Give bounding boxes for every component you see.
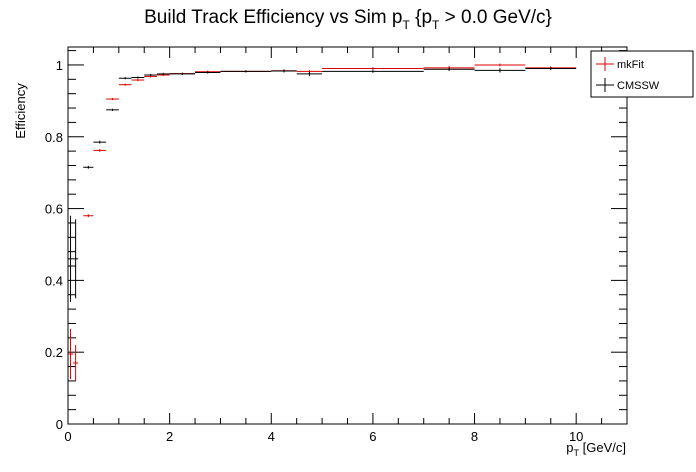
data-point — [156, 72, 170, 76]
y-tick-label: 1 — [56, 58, 63, 73]
series-mkfit — [68, 63, 577, 381]
legend-box — [590, 50, 694, 98]
data-point — [296, 71, 323, 77]
data-point — [131, 76, 145, 79]
data-point — [169, 72, 196, 76]
data-point — [423, 67, 475, 72]
data-point — [106, 108, 119, 111]
x-tick-label: 0 — [64, 429, 71, 444]
data-point — [68, 215, 74, 302]
data-point — [118, 77, 132, 80]
y-tick-label: 0.2 — [45, 345, 63, 360]
x-axis: 0 2 4 6 8 10 — [64, 47, 628, 444]
x-axis-label: pT [GeV/c] — [566, 440, 626, 458]
legend-entry-cmssw: CMSSW — [596, 78, 660, 92]
legend-entry-mkfit: mkFit — [596, 57, 644, 71]
legend-label: CMSSW — [617, 80, 660, 92]
data-series-layer — [68, 63, 577, 381]
data-point — [73, 219, 79, 299]
data-point — [525, 67, 577, 70]
x-tick-label: 4 — [268, 429, 275, 444]
y-axis: 0 0.2 0.4 0.6 0.8 1 — [45, 50, 627, 432]
data-point — [195, 71, 221, 74]
x-tick-label: 2 — [166, 429, 173, 444]
plot-frame — [67, 46, 628, 425]
data-point — [83, 214, 94, 218]
x-tick-label: 8 — [471, 429, 478, 444]
x-tick-label: 6 — [369, 429, 376, 444]
y-tick-label: 0.8 — [45, 130, 63, 145]
data-point — [93, 140, 107, 144]
data-point — [474, 68, 526, 73]
data-point — [271, 69, 297, 73]
y-axis-label: Efficiency — [13, 83, 28, 139]
data-point — [118, 83, 132, 86]
y-tick-label: 0.4 — [45, 273, 63, 288]
data-point — [220, 70, 272, 73]
x-tick-label: 10 — [569, 429, 583, 444]
data-point — [131, 78, 145, 82]
legend-label: mkFit — [617, 59, 644, 71]
chart-title: Build Track Efficiency vs Sim pT {pT > 0… — [144, 7, 552, 32]
data-point — [83, 165, 94, 169]
legend: mkFit CMSSW — [590, 50, 694, 98]
data-point — [144, 73, 157, 77]
data-point — [93, 148, 107, 152]
data-point — [322, 69, 424, 73]
series-cmssw — [68, 67, 577, 302]
data-point — [68, 328, 74, 380]
data-point — [322, 67, 424, 70]
data-point — [106, 97, 119, 101]
data-point — [73, 345, 79, 381]
data-point — [474, 63, 526, 67]
y-tick-label: 0.6 — [45, 202, 63, 217]
y-tick-label: 0 — [56, 417, 63, 432]
